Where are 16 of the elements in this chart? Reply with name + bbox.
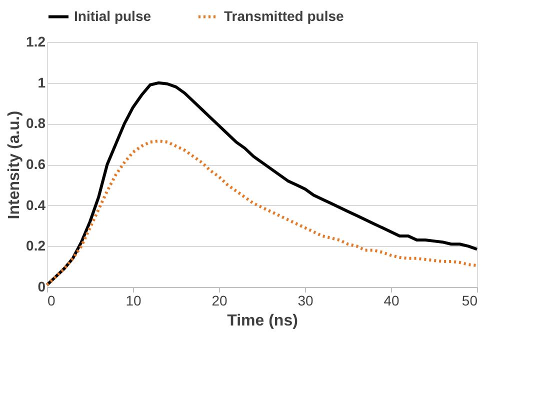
x-tick-label: 50 (462, 292, 478, 308)
x-tick-label: 40 (384, 292, 400, 308)
x-tick-label: 20 (212, 292, 228, 308)
x-axis-title: Time (ns) (227, 312, 298, 330)
y-tick-label: 1.2 (26, 34, 46, 50)
y-axis-title: Intensity (a.u.) (6, 110, 24, 220)
y-tick-label: 0.8 (26, 115, 46, 132)
legend-label: Initial pulse (74, 8, 152, 24)
y-tick-label: 1 (38, 74, 46, 90)
y-tick-label: 0 (38, 278, 46, 294)
legend-label: Transmitted pulse (224, 8, 344, 24)
x-tick-label: 30 (298, 292, 314, 308)
y-tick-label: 0.6 (26, 156, 46, 172)
x-tick-label: 10 (126, 292, 142, 308)
y-tick-label: 0.4 (26, 196, 46, 213)
y-tick-label: 0.2 (26, 238, 46, 254)
